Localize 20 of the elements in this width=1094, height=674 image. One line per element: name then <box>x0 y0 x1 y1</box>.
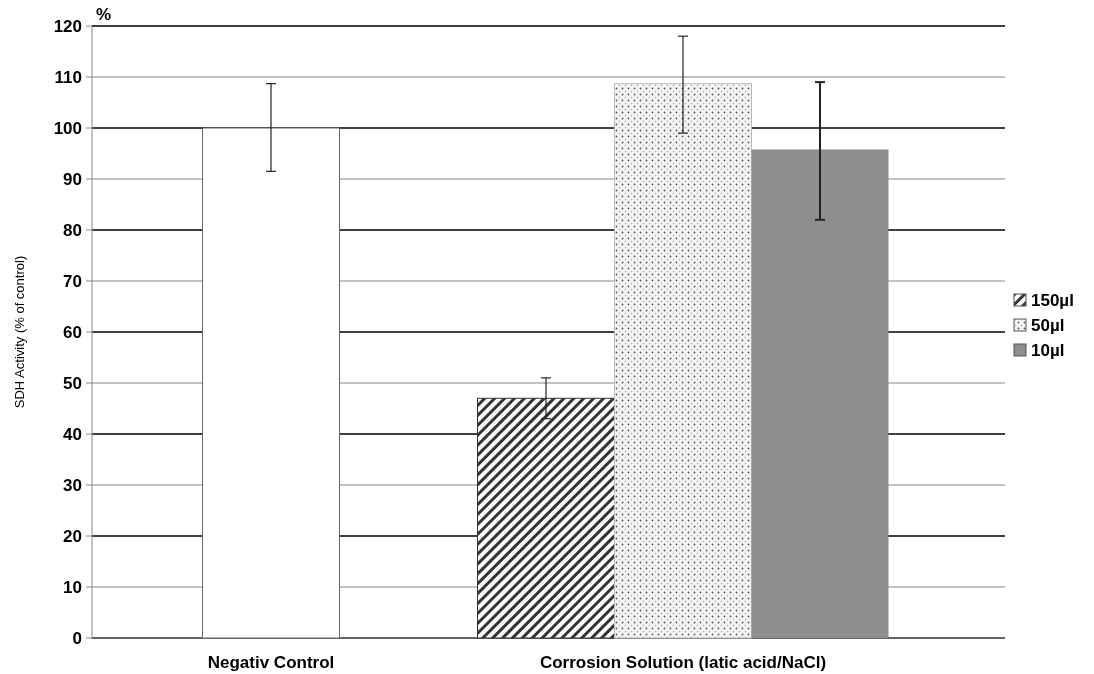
y-tick-label: 50 <box>63 373 82 393</box>
y-tick-label: 80 <box>63 220 82 240</box>
x-tick-label: Negativ Control <box>207 653 335 672</box>
legend-label: 150µl <box>1031 290 1074 310</box>
y-tick-label: 60 <box>63 322 82 342</box>
x-tick-label: Corrosion Solution (latic acid/NaCl) <box>539 653 827 672</box>
y-tick-label: 0 <box>72 628 82 648</box>
y-tick-label: 120 <box>53 16 82 36</box>
y-tick-label: 40 <box>63 424 82 444</box>
y-tick-label: 90 <box>63 169 82 189</box>
text: % <box>96 5 112 24</box>
y-tick-label: 110 <box>54 67 82 87</box>
legend-label: 50µl <box>1031 315 1065 335</box>
y-axis-title: SDH Activity (% of control) <box>12 255 27 409</box>
y-tick-label: 30 <box>63 475 82 495</box>
y-tick-label: 20 <box>63 526 82 546</box>
y-tick-label: 10 <box>63 577 82 597</box>
y-tick-label: 100 <box>53 118 82 138</box>
legend-label: 10µl <box>1031 340 1065 360</box>
y-tick-label: 70 <box>63 271 82 291</box>
